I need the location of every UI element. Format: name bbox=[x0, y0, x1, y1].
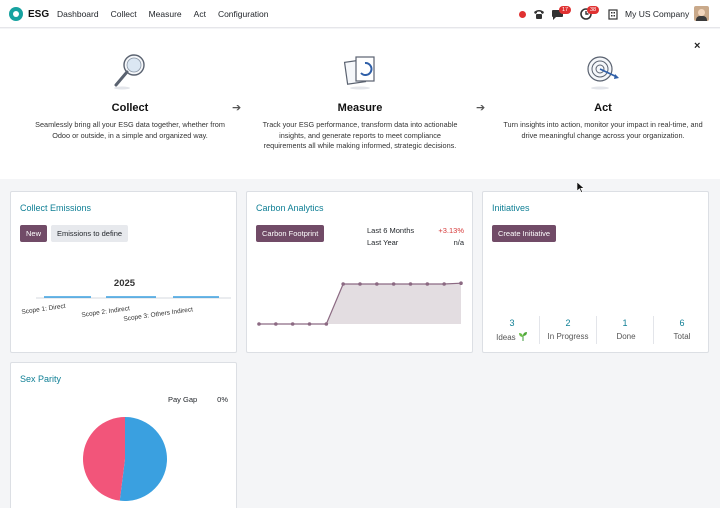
carbon-point[interactable] bbox=[274, 322, 278, 326]
company-name[interactable]: My US Company bbox=[625, 9, 690, 19]
carbon-analytics-card: Carbon Analytics Carbon Footprint Last 6… bbox=[246, 191, 473, 353]
app-name[interactable]: ESG bbox=[28, 9, 50, 20]
carbon-point[interactable] bbox=[408, 282, 413, 286]
carbon-point[interactable] bbox=[459, 281, 463, 285]
messages-badge: 17 bbox=[559, 6, 571, 14]
pay-gap-value: 0% bbox=[217, 395, 228, 404]
step-description: Turn insights into action, monitor your … bbox=[503, 120, 703, 140]
pie-slice-b[interactable] bbox=[82, 417, 125, 501]
carbon-point[interactable] bbox=[442, 282, 446, 286]
mouse-cursor-icon bbox=[577, 182, 585, 193]
carbon-point[interactable] bbox=[341, 282, 345, 286]
sex-parity-card: Sex Parity Pay Gap 0% bbox=[10, 362, 237, 508]
menu-dashboard[interactable]: Dashboard bbox=[57, 9, 99, 19]
arrow-right-icon: ➔ bbox=[476, 102, 486, 114]
magnifier-icon bbox=[114, 54, 145, 90]
carbon-point[interactable] bbox=[324, 322, 329, 326]
stat-divider bbox=[539, 316, 540, 344]
onboarding-step-act: Act Turn insights into action, monitor y… bbox=[503, 51, 703, 141]
chart-year-label: 2025 bbox=[113, 278, 136, 289]
in-progress-count[interactable]: 2 bbox=[565, 318, 571, 328]
step-title: Measure bbox=[337, 102, 383, 114]
emissions-to-define-button[interactable]: Emissions to define bbox=[51, 225, 129, 242]
done-count[interactable]: 1 bbox=[622, 318, 628, 328]
recording-indicator-icon[interactable] bbox=[519, 11, 526, 18]
carbon-trend-chart bbox=[257, 281, 463, 326]
pie-slice-a[interactable] bbox=[119, 417, 167, 501]
last-6-months-label: Last 6 Months bbox=[367, 226, 415, 235]
esg-app-icon[interactable] bbox=[9, 7, 23, 21]
sex-parity-pie bbox=[82, 417, 167, 501]
stat-divider bbox=[653, 316, 654, 344]
last-year-label: Last Year bbox=[367, 238, 399, 247]
carbon-point[interactable] bbox=[307, 322, 312, 326]
menu-act[interactable]: Act bbox=[193, 9, 206, 19]
ideas-label: Ideas bbox=[496, 333, 516, 342]
collect-emissions-card: Collect Emissions New Emissions to defin… bbox=[10, 191, 237, 353]
carbon-analytics-title[interactable]: Carbon Analytics bbox=[256, 203, 324, 213]
scope-chart bbox=[36, 296, 231, 299]
sex-parity-title[interactable]: Sex Parity bbox=[20, 374, 62, 384]
documents-icon bbox=[343, 56, 375, 90]
activities-badge: 38 bbox=[587, 6, 599, 14]
in-progress-label[interactable]: In Progress bbox=[547, 332, 589, 341]
menu-configuration[interactable]: Configuration bbox=[217, 9, 269, 19]
main-menu: Dashboard Collect Measure Act Configurat… bbox=[57, 9, 281, 19]
carbon-point[interactable] bbox=[290, 322, 295, 326]
onboarding-step-measure: Measure Track your ESG performance, tran… bbox=[260, 51, 460, 152]
menu-collect[interactable]: Collect bbox=[110, 9, 137, 19]
carbon-footprint-button[interactable]: Carbon Footprint bbox=[256, 225, 325, 242]
step-description: Track your ESG performance, transform da… bbox=[262, 120, 458, 150]
last-6-months-value: +3.13% bbox=[438, 226, 464, 235]
carbon-point[interactable] bbox=[391, 282, 396, 286]
company-switch-icon[interactable] bbox=[607, 7, 619, 21]
close-onboarding-button[interactable]: × bbox=[694, 40, 701, 52]
initiatives-title[interactable]: Initiatives bbox=[492, 203, 530, 213]
activities-clock-icon[interactable] bbox=[579, 7, 593, 21]
target-icon bbox=[587, 56, 619, 90]
carbon-area bbox=[259, 283, 461, 324]
total-count[interactable]: 6 bbox=[679, 318, 685, 328]
carbon-point[interactable] bbox=[358, 282, 362, 286]
ideas-count[interactable]: 3 bbox=[509, 318, 515, 328]
top-navbar: ESG Dashboard Collect Measure Act Config… bbox=[0, 0, 720, 28]
carbon-point[interactable] bbox=[257, 322, 261, 326]
create-initiative-button[interactable]: Create Initiative bbox=[492, 225, 557, 242]
onboarding-step-collect: Collect Seamlessly bring all your ESG da… bbox=[30, 51, 230, 141]
new-emission-button[interactable]: New bbox=[20, 225, 48, 242]
menu-measure[interactable]: Measure bbox=[148, 9, 182, 19]
phone-icon[interactable] bbox=[532, 7, 546, 21]
initiatives-card: Initiatives Create Initiative 3 Ideas 2 … bbox=[482, 191, 709, 353]
arrow-right-icon: ➔ bbox=[232, 102, 242, 114]
collect-emissions-title[interactable]: Collect Emissions bbox=[20, 203, 92, 213]
user-avatar[interactable] bbox=[694, 6, 709, 21]
total-label[interactable]: Total bbox=[673, 332, 691, 341]
pay-gap-label: Pay Gap bbox=[168, 395, 198, 404]
stat-divider bbox=[596, 316, 597, 344]
last-year-value: n/a bbox=[453, 238, 464, 247]
carbon-point[interactable] bbox=[425, 282, 430, 286]
carbon-point[interactable] bbox=[375, 282, 379, 286]
ideas-stat[interactable]: Ideas bbox=[487, 332, 537, 342]
sprout-icon bbox=[518, 332, 527, 341]
done-label[interactable]: Done bbox=[616, 332, 636, 341]
onboarding-banner: × Collect Seamlessly bring all your ESG … bbox=[0, 29, 720, 179]
step-description: Seamlessly bring all your ESG data toget… bbox=[35, 120, 225, 140]
step-title: Collect bbox=[111, 102, 149, 114]
step-title: Act bbox=[594, 102, 612, 114]
